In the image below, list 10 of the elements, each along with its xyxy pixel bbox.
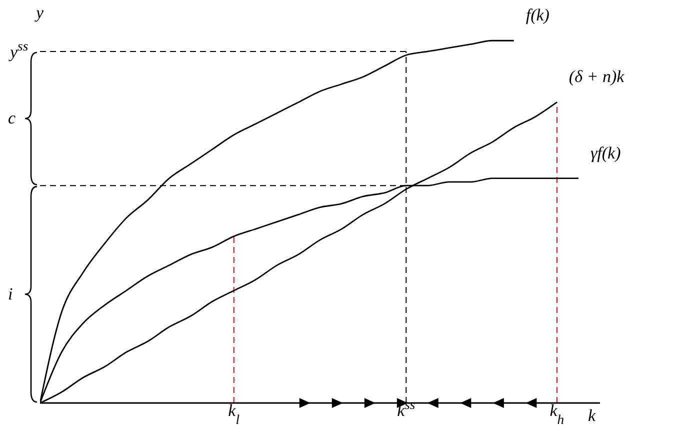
series-label: f(k) [526, 6, 550, 25]
ref-line-label: y$^{ss}$ [8, 38, 28, 62]
x-axis-title: k [588, 406, 596, 425]
text: c [8, 108, 16, 128]
text: i [8, 284, 13, 304]
x-tick-label: k$_{l}$ [228, 401, 240, 426]
x-tick-label: k$_{h}$ [550, 401, 564, 426]
series-label: (δ + n)k [568, 67, 625, 86]
y-axis-title: y [34, 3, 44, 22]
series-label: γf(k) [590, 143, 622, 162]
